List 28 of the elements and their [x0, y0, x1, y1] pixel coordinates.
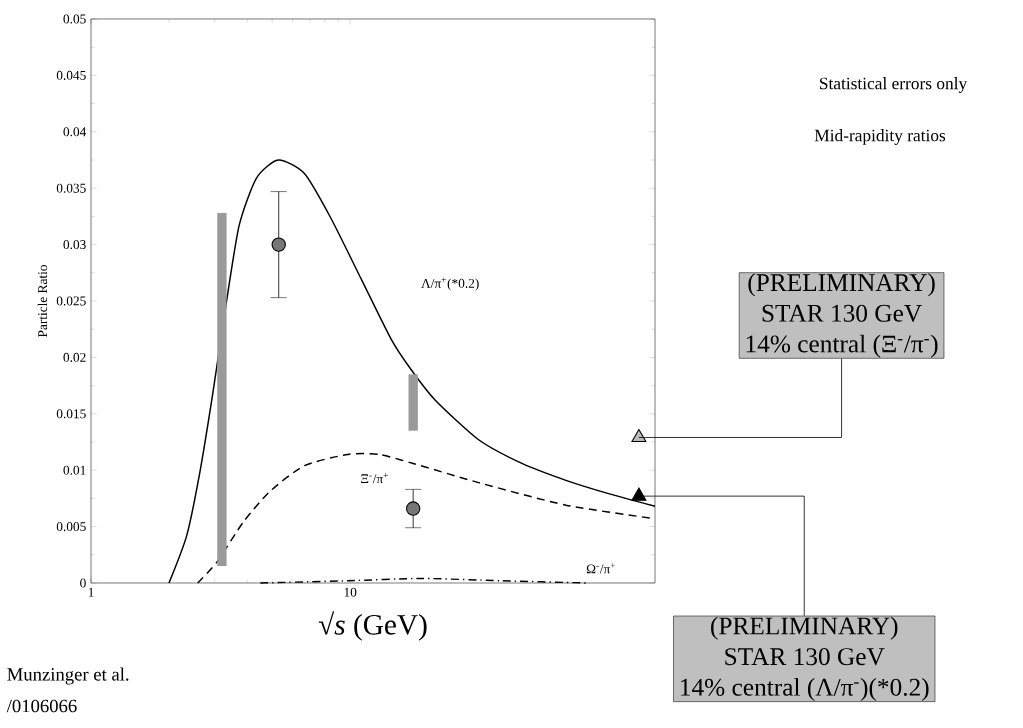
- y-tick-label: 0.045: [56, 70, 86, 80]
- text: /0106066: [6, 699, 77, 713]
- text: STAR 130 GeV: [762, 304, 922, 322]
- y-tick-label: 0.005: [56, 522, 86, 532]
- y-tick-label: 0.03: [63, 240, 86, 250]
- y-tick-label: 0.05: [63, 14, 86, 24]
- y-tick-label: 0: [80, 578, 86, 588]
- text: 14% central (Λ/π$^{-}$)(*0.2): [681, 678, 929, 701]
- y-axis-title: Particle Ratio: [37, 265, 48, 338]
- y-tick-label: 0.01: [63, 465, 86, 475]
- y-tick-label: 0.035: [56, 183, 86, 193]
- annotation: 14% central (Ξ$^{-}$/π$^{-}$): [746, 334, 938, 358]
- annotation: (PRELIMINARY): [711, 616, 898, 640]
- text: (PRELIMINARY): [748, 273, 935, 297]
- y-tick-label: 0.015: [56, 409, 86, 419]
- annotation: Ω$^{-}$/π$^{+}$: [586, 563, 616, 574]
- y-tick-label: 0.02: [63, 352, 86, 362]
- text: STAR 130 GeV: [725, 648, 885, 666]
- text: Munzinger et al.: [7, 667, 129, 685]
- text: Statistical errors only: [820, 77, 968, 93]
- y-tick-label: 0.04: [63, 127, 87, 137]
- y-tick-label: 0.025: [56, 296, 86, 306]
- annotation: Ξ$^{-}$/π$^{+}$: [361, 472, 388, 484]
- x-tick-label: 10: [344, 587, 357, 597]
- x-tick-label: 1: [88, 587, 94, 597]
- annotation: Λ/π$^{+}$(*0.2): [421, 277, 479, 291]
- x-axis-title: √s (GeV): [318, 611, 427, 641]
- text: Mid-rapidity ratios: [814, 129, 946, 145]
